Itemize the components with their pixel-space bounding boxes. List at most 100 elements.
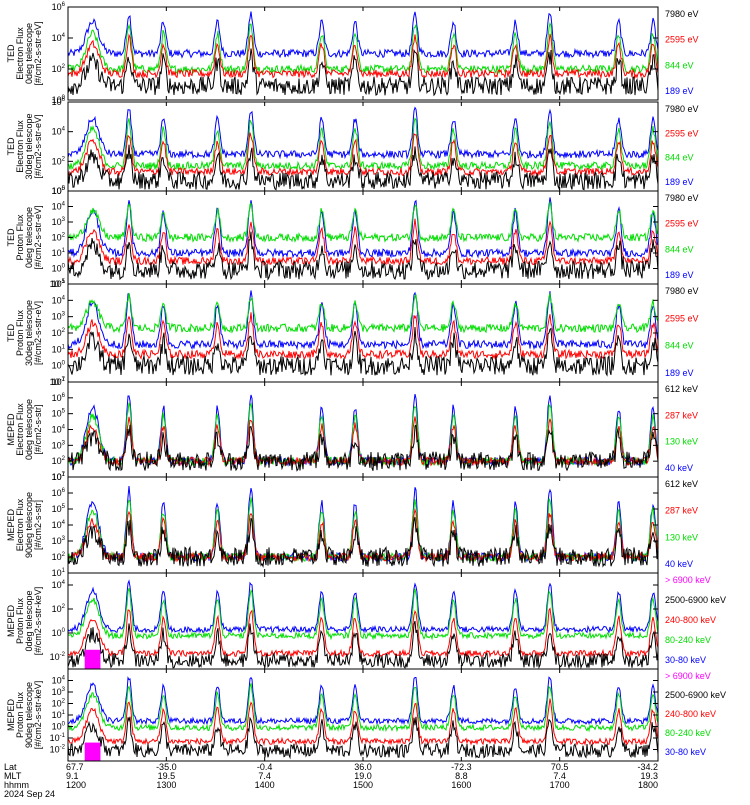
legend-entry: 7980 eV — [665, 193, 699, 203]
hhmm-value: 1600 — [451, 780, 471, 790]
series-7980-ev-trace — [68, 48, 658, 97]
y-tick-label: 100 — [52, 264, 66, 274]
hhmm-value: 1300 — [156, 780, 176, 790]
y-tick-label: 102 — [52, 604, 66, 614]
y-tick-label: 104 — [52, 127, 66, 137]
y-tick-label: 102 — [52, 328, 66, 338]
y-tick-label: 100 — [52, 628, 66, 638]
legend-entry: 130 keV — [665, 437, 698, 447]
y-tick-label: 103 — [52, 440, 66, 450]
series-189-ev-trace — [68, 11, 658, 60]
legend-entry: 612 keV — [665, 384, 698, 394]
series-30-80-kev-trace — [68, 676, 658, 726]
lat-value: -72.3 — [451, 762, 472, 772]
y-tick-label: 104 — [52, 295, 66, 305]
y-tick-label: 105 — [52, 504, 66, 514]
panel-6-traces — [68, 486, 658, 568]
legend-entry: 2595 eV — [665, 219, 699, 229]
hhmm-value: 1500 — [353, 780, 373, 790]
y-tick-label: 100 — [52, 361, 66, 371]
x-row-label: Lat — [4, 762, 17, 772]
legend-entry: 189 eV — [665, 368, 694, 378]
legend-entry: 287 keV — [665, 410, 698, 420]
lat-value: 36.0 — [354, 762, 372, 772]
series-40-kev-trace — [68, 486, 658, 563]
series-612-kev-trace — [68, 424, 658, 472]
y-tick-label: 106 — [52, 488, 66, 498]
y-tick-label: 104 — [52, 520, 66, 530]
x-axis-annotations: LatMLThhmm67.79.11200-35.019.51300-0.47.… — [4, 762, 658, 799]
y-tick-label: 100 — [52, 722, 66, 732]
legend-entry: 2500-6900 keV — [665, 690, 726, 700]
y-tick-label: 102 — [52, 156, 66, 166]
panel-8-traces — [68, 676, 658, 761]
series-7980-ev-trace — [68, 144, 658, 191]
hhmm-value: 1800 — [638, 780, 658, 790]
series-189-ev-trace — [68, 290, 658, 351]
y-axis-label: MEPEDProton Flux0deg telescope[#/cm2-s-s… — [6, 587, 43, 656]
y-tick-label: 106 — [52, 2, 66, 12]
legend-entry: 80-240 keV — [665, 635, 711, 645]
lat-value: -35.0 — [156, 762, 177, 772]
y-tick-label: 103 — [52, 312, 66, 322]
series-287-kev-trace — [68, 416, 658, 467]
y-tick-label: 105 — [52, 186, 66, 196]
legend-entry: 30-80 keV — [665, 655, 706, 665]
y-tick-label: 103 — [52, 536, 66, 546]
panel-6: 101 102 103 104 105 106 107 MEPEDElectron Flux9… — [6, 472, 698, 578]
legend-entry: 844 eV — [665, 60, 694, 70]
series-2595-ev-trace — [68, 132, 658, 178]
mlt-value: 7.4 — [258, 771, 271, 781]
y-tick-label: 10-1 — [50, 733, 66, 743]
y-tick-label: 105 — [52, 279, 66, 289]
legend-entry: 80-240 keV — [665, 728, 711, 738]
y-tick-label: 102 — [52, 456, 66, 466]
y-tick-label: 104 — [52, 580, 66, 590]
y-tick-label: 106 — [52, 393, 66, 403]
y-tick-label: 104 — [52, 425, 66, 435]
y-tick-label: 107 — [52, 472, 66, 482]
panel-3: 10-1 100 101 102 103 104 105 TEDProton Flux0deg… — [6, 186, 699, 289]
y-tick-label: 102 — [52, 552, 66, 562]
y-axis-label: TEDProton Flux30deg telescope[#/cm2-s-st… — [6, 300, 43, 366]
y-tick-label: 100 — [52, 95, 66, 105]
series--6900-kev-trace — [84, 649, 101, 669]
lat-value: -0.4 — [257, 762, 273, 772]
y-axis-label: TEDElectron Flux0deg telescope[#/cm2-s-s… — [6, 21, 43, 85]
y-tick-label: 101 — [52, 344, 66, 354]
legend-entry: 240-800 keV — [665, 615, 716, 625]
y-tick-label: 10-2 — [50, 745, 66, 755]
y-axis-label: MEPEDProton Flux90deg telescope[#/cm2-s-… — [6, 681, 43, 750]
series-2595-ev-trace — [68, 33, 658, 80]
y-tick-label: 101 — [52, 248, 66, 258]
series-844-ev-trace — [68, 21, 658, 75]
y-tick-label: 102 — [52, 64, 66, 74]
hhmm-value: 1700 — [550, 780, 570, 790]
series-2595-ev-trace — [68, 218, 658, 267]
y-tick-label: 104 — [52, 676, 66, 686]
legend-entry: 844 eV — [665, 244, 694, 254]
mlt-value: 19.5 — [158, 771, 176, 781]
panel-4-traces — [68, 290, 658, 377]
panel-7-traces — [68, 579, 658, 669]
panel-7: 10-2 100 102 104 MEPEDProton Flux0deg telesc… — [6, 572, 726, 670]
series-7980-ev-trace — [68, 326, 658, 377]
y-tick-label: 103 — [52, 687, 66, 697]
panel-5: 101 102 103 104 105 106 107 MEPEDElectron Flux0… — [6, 377, 698, 482]
y-tick-label: 101 — [52, 472, 66, 482]
series-612-kev-trace — [68, 516, 658, 568]
series-2500-6900-kev-trace — [68, 716, 658, 760]
series-844-ev-trace — [68, 292, 658, 334]
legend-entry: > 6900 keV — [665, 671, 711, 681]
legend-entry: 844 eV — [665, 341, 694, 351]
y-tick-label: 105 — [52, 409, 66, 419]
y-tick-label: 101 — [52, 568, 66, 578]
series-240-800-kev-trace — [68, 607, 658, 658]
legend-entry: 130 keV — [665, 532, 698, 542]
panel-5-traces — [68, 393, 658, 472]
series-844-ev-trace — [68, 201, 658, 243]
legend-entry: 189 eV — [665, 270, 694, 280]
mlt-value: 8.8 — [455, 771, 468, 781]
